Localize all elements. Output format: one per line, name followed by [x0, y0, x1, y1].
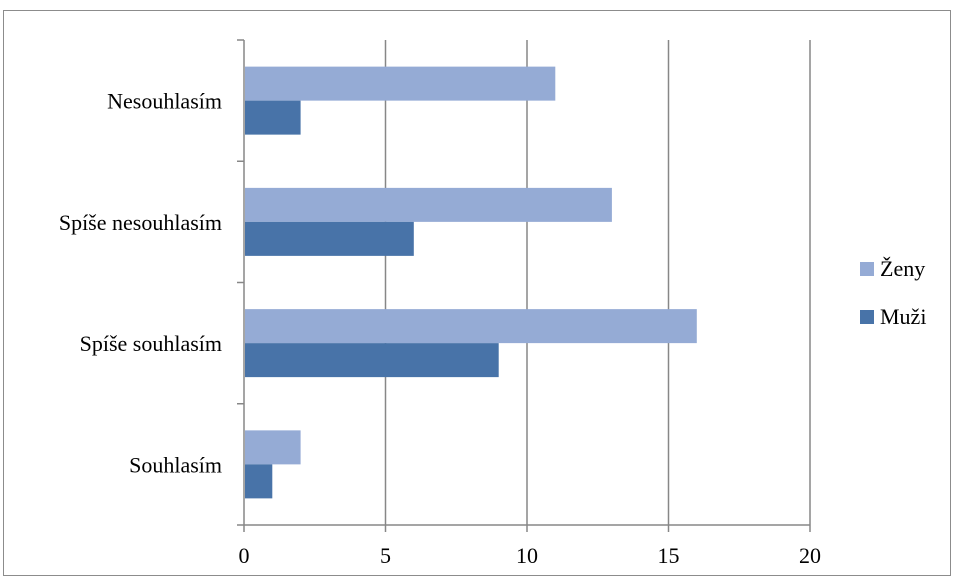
bar-muzi-1 — [245, 343, 499, 378]
chart-frame — [3, 10, 951, 576]
bar-muzi-2 — [245, 221, 414, 256]
bar-zeny-3 — [245, 66, 556, 101]
bar-muzi-0 — [245, 464, 273, 499]
x-tick-label: 10 — [516, 543, 538, 568]
bar-zeny-2 — [245, 187, 612, 222]
bar-muzi-3 — [245, 100, 301, 135]
legend-label-zeny: Ženy — [880, 256, 925, 281]
x-tick-label: 20 — [799, 543, 821, 568]
legend-label-muzi: Muži — [880, 304, 926, 329]
legend-swatch-zeny — [860, 262, 874, 276]
category-label: Nesouhlasím — [107, 89, 222, 114]
category-label: Spíše souhlasím — [80, 331, 222, 356]
bar-zeny-0 — [245, 430, 301, 465]
x-tick-label: 5 — [380, 543, 391, 568]
bar-zeny-1 — [245, 309, 697, 344]
x-tick-label: 0 — [239, 543, 250, 568]
category-label: Souhlasím — [129, 452, 222, 477]
x-tick-label: 15 — [658, 543, 680, 568]
legend-swatch-muzi — [860, 310, 874, 324]
category-label: Spíše nesouhlasím — [59, 210, 222, 235]
